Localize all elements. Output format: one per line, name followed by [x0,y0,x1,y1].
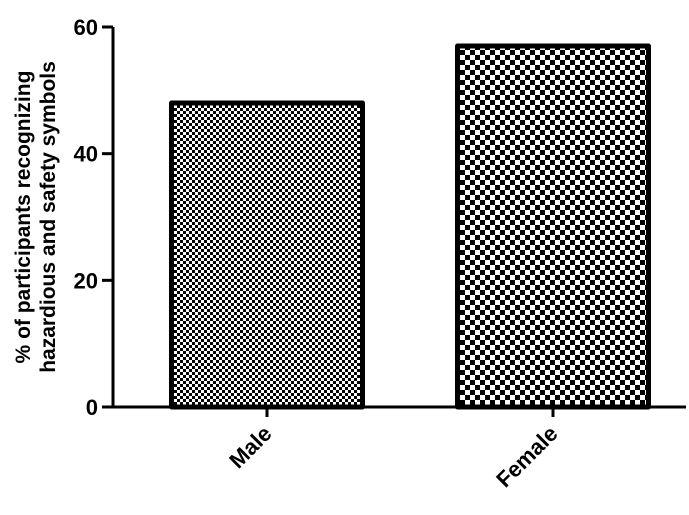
y-tick-label-60: 60 [74,15,98,40]
y-ticks-group: 0 20 40 60 [74,15,113,420]
y-axis-title-line-1: % of participants recognizing [12,71,35,364]
bar-male [169,100,365,410]
x-tick-label-female: Female [491,421,562,492]
bars-group [169,43,651,410]
y-tick-label-20: 20 [74,268,98,293]
bar-female [455,43,651,410]
axes [111,27,686,409]
y-tick-label-40: 40 [74,142,98,167]
y-axis-title: % of participants recognizing hazardious… [12,61,60,373]
x-ticks-group: Male Female [224,407,563,492]
x-tick-label-male: Male [224,421,276,473]
y-tick-label-0: 0 [86,395,98,420]
y-axis-title-line-2: hazardious and safety symbols [37,61,60,373]
